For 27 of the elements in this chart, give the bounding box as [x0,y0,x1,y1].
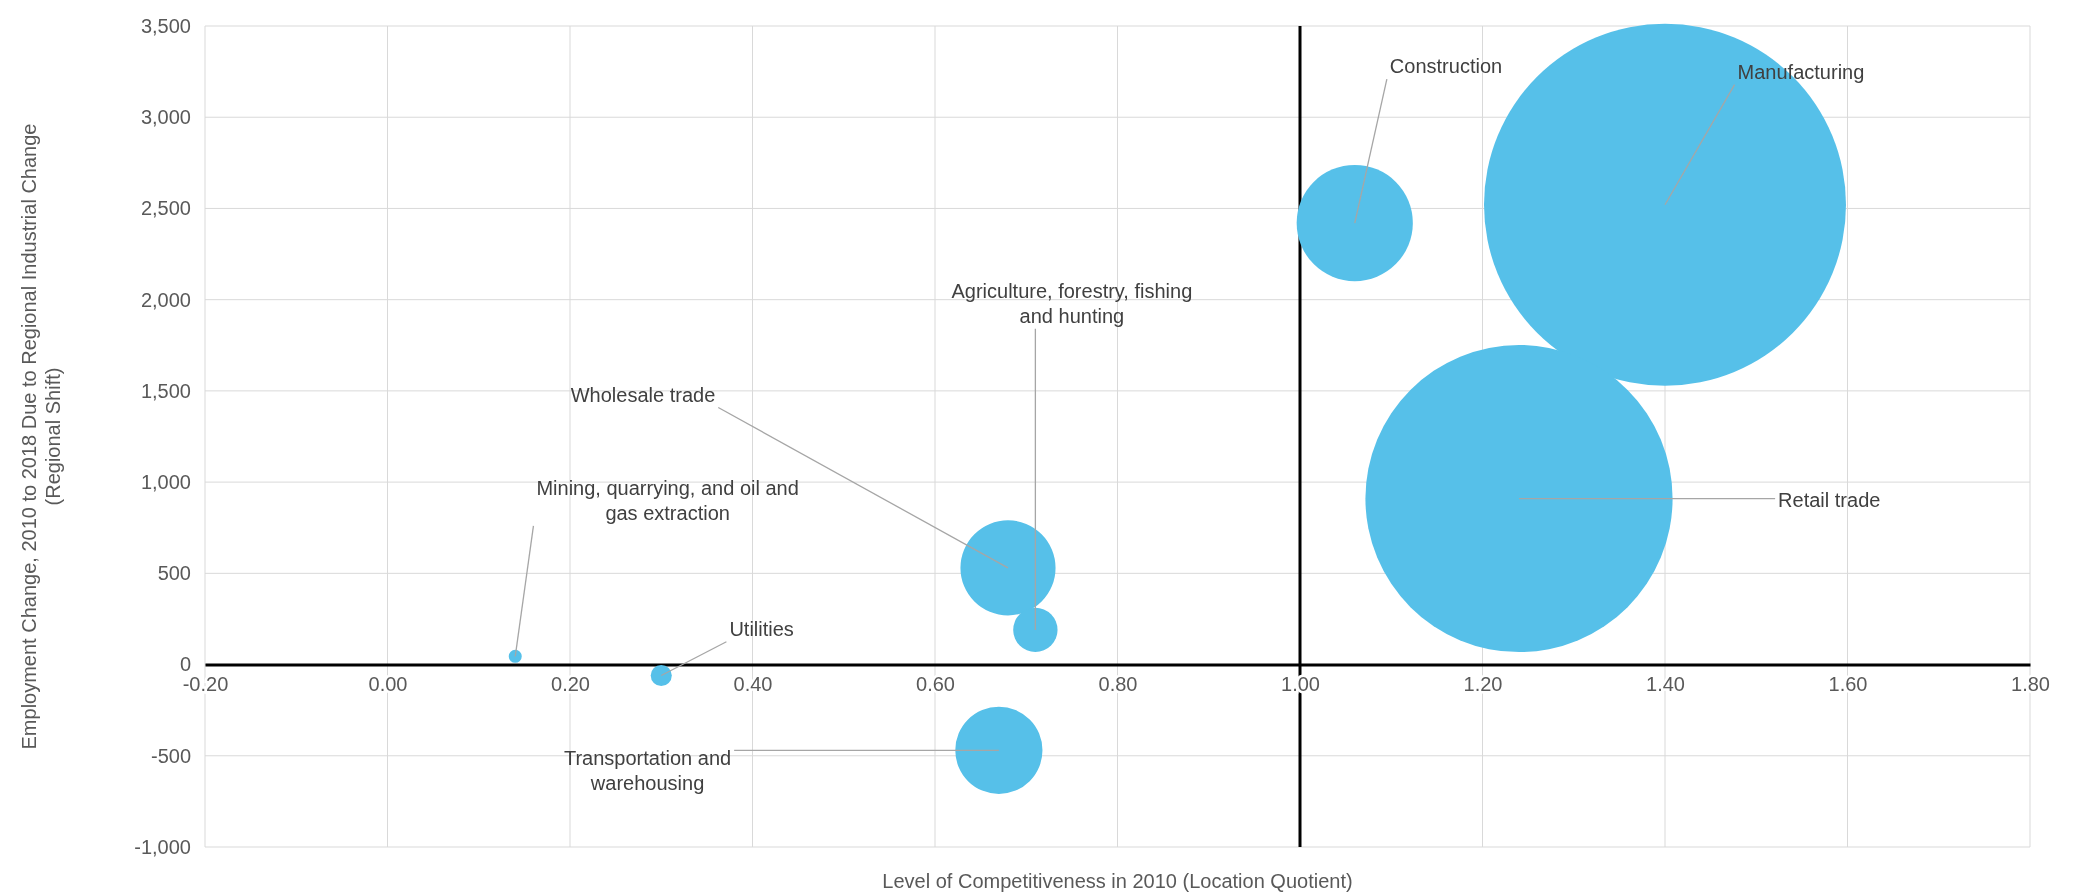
y-tick-label: 2,500 [140,197,191,220]
y-tick-label: 1,500 [140,379,191,402]
annotation: Mining, quarrying, and oil and gas extraction [536,476,799,524]
y-tick-label: -500 [150,744,191,767]
annotation: Transportation and warehousing [563,746,732,794]
x-axis-title: Level of Competitiveness in 2010 (Location Quotient) [882,870,1353,892]
x-tick-label: 0.40 [733,672,773,695]
x-tick-label: 1.20 [1463,672,1503,695]
x-tick-label: 1.60 [1828,672,1868,695]
annotation: Construction [1389,55,1503,78]
annotation: Agriculture, forestry, fishing and hunting [951,279,1193,327]
x-tick-label: 1.80 [2011,672,2050,695]
x-tick-label: 0.20 [551,672,590,695]
y-tick-label: 3,000 [140,106,191,129]
y-tick-label: 3,500 [140,14,191,37]
x-tick-label: 0.80 [1098,672,1138,695]
y-tick-label: 500 [157,562,191,585]
annotation: Wholesale trade [570,383,716,406]
y-axis-title: Employment Change, 2010 to 2018 Due to Regional Industrial Change (Regional Shift) [18,123,64,750]
y-tick-label: 1,000 [140,471,191,494]
annotation: Utilities [729,617,794,640]
y-tick-label: -1,000 [134,835,191,858]
x-tick-label: 0.00 [368,672,408,695]
y-tick-label: 2,000 [140,288,191,311]
x-tick-label: 1.40 [1646,672,1685,695]
x-tick-label: 0.60 [916,672,955,695]
annotation: Retail trade [1778,489,1881,512]
